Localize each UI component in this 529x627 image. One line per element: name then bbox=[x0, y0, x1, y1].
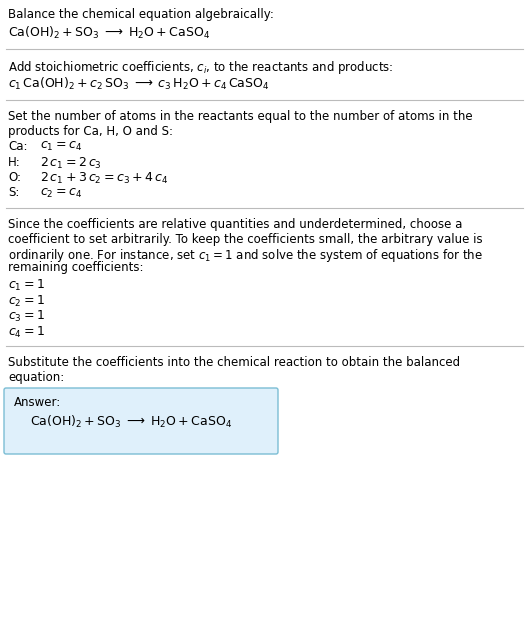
Text: remaining coefficients:: remaining coefficients: bbox=[8, 261, 143, 275]
Text: S:: S: bbox=[8, 186, 20, 199]
Text: $c_2 = c_4$: $c_2 = c_4$ bbox=[40, 186, 82, 199]
Text: Add stoichiometric coefficients, $c_i$, to the reactants and products:: Add stoichiometric coefficients, $c_i$, … bbox=[8, 58, 394, 75]
Text: Answer:: Answer: bbox=[14, 396, 61, 409]
Text: Balance the chemical equation algebraically:: Balance the chemical equation algebraica… bbox=[8, 8, 274, 21]
FancyBboxPatch shape bbox=[4, 388, 278, 454]
Text: ordinarily one. For instance, set $c_1 = 1$ and solve the system of equations fo: ordinarily one. For instance, set $c_1 =… bbox=[8, 247, 483, 264]
Text: Since the coefficients are relative quantities and underdetermined, choose a: Since the coefficients are relative quan… bbox=[8, 218, 462, 231]
Text: products for Ca, H, O and S:: products for Ca, H, O and S: bbox=[8, 125, 173, 137]
Text: equation:: equation: bbox=[8, 371, 64, 384]
Text: Substitute the coefficients into the chemical reaction to obtain the balanced: Substitute the coefficients into the che… bbox=[8, 356, 460, 369]
Text: $\mathrm{Ca(OH)_2 + SO_3 \;\longrightarrow\; H_2O + CaSO_4}$: $\mathrm{Ca(OH)_2 + SO_3 \;\longrightarr… bbox=[30, 414, 232, 430]
Text: $2\,c_1 = 2\,c_3$: $2\,c_1 = 2\,c_3$ bbox=[40, 155, 102, 171]
Text: $c_2 = 1$: $c_2 = 1$ bbox=[8, 293, 45, 308]
Text: Ca:: Ca: bbox=[8, 140, 28, 153]
Text: H:: H: bbox=[8, 155, 21, 169]
Text: $\mathrm{Ca(OH)_2 + SO_3 \;\longrightarrow\; H_2O + CaSO_4}$: $\mathrm{Ca(OH)_2 + SO_3 \;\longrightarr… bbox=[8, 24, 210, 41]
Text: $c_4 = 1$: $c_4 = 1$ bbox=[8, 325, 45, 340]
Text: $c_1\,\mathrm{Ca(OH)_2} + c_2\,\mathrm{SO_3} \;\longrightarrow\; c_3\,\mathrm{H_: $c_1\,\mathrm{Ca(OH)_2} + c_2\,\mathrm{S… bbox=[8, 76, 269, 92]
Text: $c_1 = c_4$: $c_1 = c_4$ bbox=[40, 140, 82, 153]
Text: $2\,c_1 + 3\,c_2 = c_3 + 4\,c_4$: $2\,c_1 + 3\,c_2 = c_3 + 4\,c_4$ bbox=[40, 171, 168, 186]
Text: coefficient to set arbitrarily. To keep the coefficients small, the arbitrary va: coefficient to set arbitrarily. To keep … bbox=[8, 233, 482, 246]
Text: O:: O: bbox=[8, 171, 21, 184]
Text: $c_1 = 1$: $c_1 = 1$ bbox=[8, 278, 45, 293]
Text: Set the number of atoms in the reactants equal to the number of atoms in the: Set the number of atoms in the reactants… bbox=[8, 110, 472, 123]
Text: $c_3 = 1$: $c_3 = 1$ bbox=[8, 309, 45, 324]
